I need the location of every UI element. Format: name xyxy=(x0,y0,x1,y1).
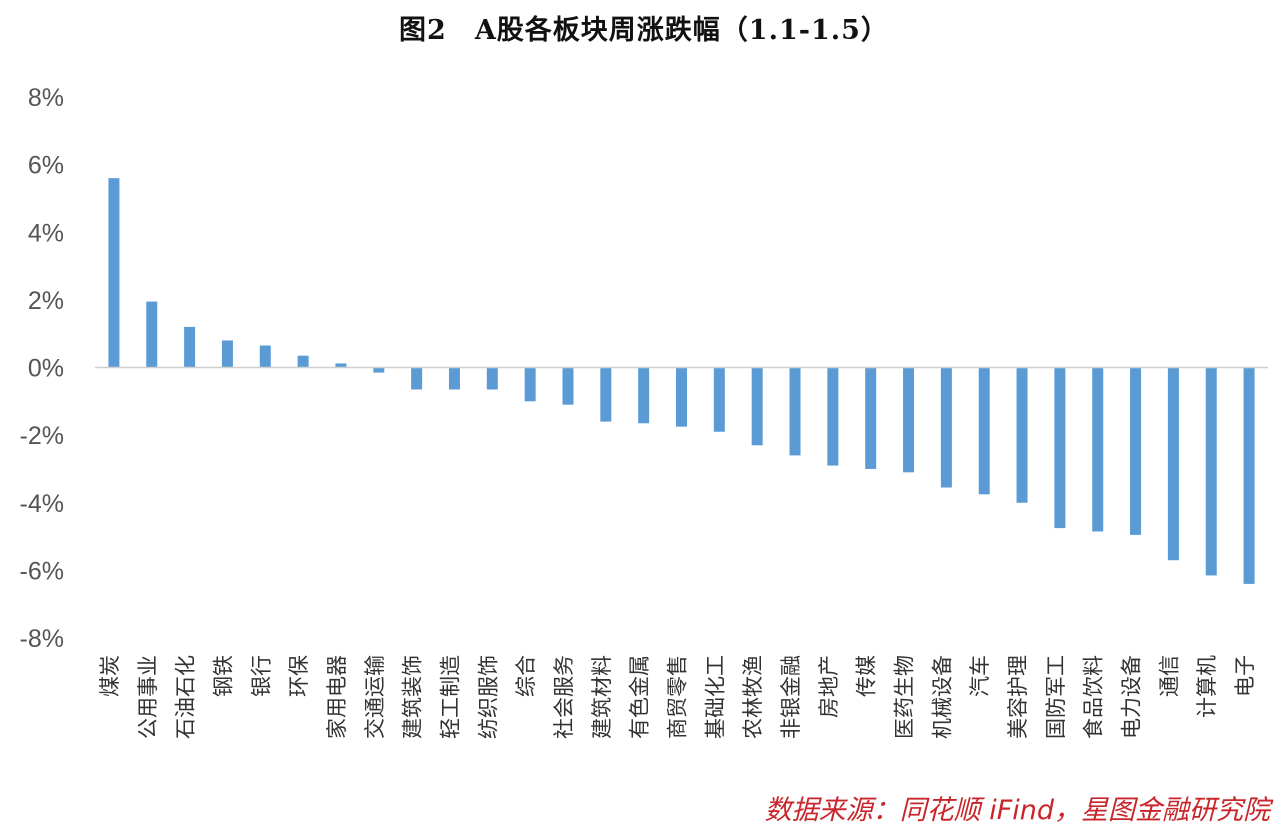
x-tick-label: 石油石化 xyxy=(174,655,198,739)
x-tick-label: 综合 xyxy=(514,655,538,697)
x-tick-label: 计算机 xyxy=(1195,655,1219,718)
bar xyxy=(940,367,952,488)
bar xyxy=(1016,367,1028,503)
y-axis: 8% 6% 4% 2% 0% -2% -4% -6% -8% xyxy=(20,84,64,653)
x-tick-label: 农林牧渔 xyxy=(741,655,765,739)
x-tick-label: 传媒 xyxy=(855,655,879,697)
x-tick-label: 纺织服饰 xyxy=(476,655,500,739)
bar xyxy=(1092,367,1104,532)
x-tick-label: 环保 xyxy=(287,655,311,697)
bar xyxy=(676,367,687,427)
x-tick-label: 医药生物 xyxy=(893,655,917,739)
bar xyxy=(411,367,423,390)
bar xyxy=(297,355,309,368)
bar xyxy=(259,345,271,368)
x-tick-label: 公用事业 xyxy=(136,655,160,739)
bar xyxy=(184,326,196,368)
x-tick-label: 机械设备 xyxy=(930,655,954,739)
x-tick-label: 非银金融 xyxy=(779,655,803,739)
x-tick-label: 建筑材料 xyxy=(590,655,614,739)
bar xyxy=(751,367,763,446)
x-tick-label: 社会服务 xyxy=(552,655,576,739)
bar xyxy=(1054,367,1066,529)
bar xyxy=(600,367,612,422)
bar xyxy=(789,367,801,456)
x-tick-label: 电力设备 xyxy=(1120,655,1144,739)
bar xyxy=(865,367,877,469)
bar xyxy=(903,367,915,473)
x-tick-label: 食品饮料 xyxy=(1082,655,1106,739)
y-tick-label: 6% xyxy=(28,152,64,180)
bar xyxy=(1205,367,1217,576)
bars xyxy=(108,178,1255,584)
x-tick-label: 有色金属 xyxy=(628,655,652,739)
bar xyxy=(524,367,536,402)
y-tick-label: 8% xyxy=(28,84,64,112)
y-tick-label: 0% xyxy=(28,355,64,383)
x-tick-label: 基础化工 xyxy=(703,655,727,739)
y-tick-label: -2% xyxy=(20,422,64,450)
y-tick-label: 4% xyxy=(28,219,64,247)
x-tick-label: 银行 xyxy=(249,655,273,697)
x-tick-label: 家用电器 xyxy=(325,655,349,739)
x-tick-label: 商贸零售 xyxy=(666,655,690,739)
bar xyxy=(335,363,347,368)
bar xyxy=(221,340,233,368)
bar xyxy=(1130,367,1142,535)
x-tick-label: 煤炭 xyxy=(98,655,122,697)
bar xyxy=(373,367,385,373)
bar xyxy=(146,301,158,368)
y-tick-label: -8% xyxy=(20,625,64,653)
x-tick-label: 汽车 xyxy=(968,655,992,697)
bar xyxy=(108,178,120,368)
data-source-note: 数据来源：同花顺 iFind，星图金融研究院 xyxy=(764,795,1270,826)
bar xyxy=(713,367,725,432)
bar xyxy=(1167,367,1179,561)
bar xyxy=(978,367,990,495)
x-axis-labels: 煤炭 公用事业 石油石化 钢铁 银行 环保 家用电器 交通运输 建筑装饰 轻工制造 纺织服饰 综合 社会… xyxy=(98,655,1257,739)
bar xyxy=(827,367,839,466)
y-tick-label: -6% xyxy=(20,557,64,585)
y-tick-label: -4% xyxy=(20,490,64,518)
x-tick-label: 通信 xyxy=(1157,655,1181,697)
x-tick-label: 电子 xyxy=(1233,655,1257,697)
y-tick-label: 2% xyxy=(28,287,64,315)
x-tick-label: 建筑装饰 xyxy=(401,655,425,739)
bar xyxy=(486,367,498,390)
x-tick-label: 轻工制造 xyxy=(438,655,462,739)
x-tick-label: 钢铁 xyxy=(211,655,235,697)
x-tick-label: 国防军工 xyxy=(1044,655,1068,739)
x-tick-label: 美容护理 xyxy=(1006,655,1030,739)
bar xyxy=(1243,367,1255,584)
bar xyxy=(448,367,460,390)
x-tick-label: 房地产 xyxy=(817,655,841,718)
bar xyxy=(638,367,650,424)
bar xyxy=(562,367,574,405)
chart-title: 图2 A股各板块周涨跌幅（1.1-1.5） xyxy=(399,15,889,46)
x-tick-label: 交通运输 xyxy=(363,655,387,739)
